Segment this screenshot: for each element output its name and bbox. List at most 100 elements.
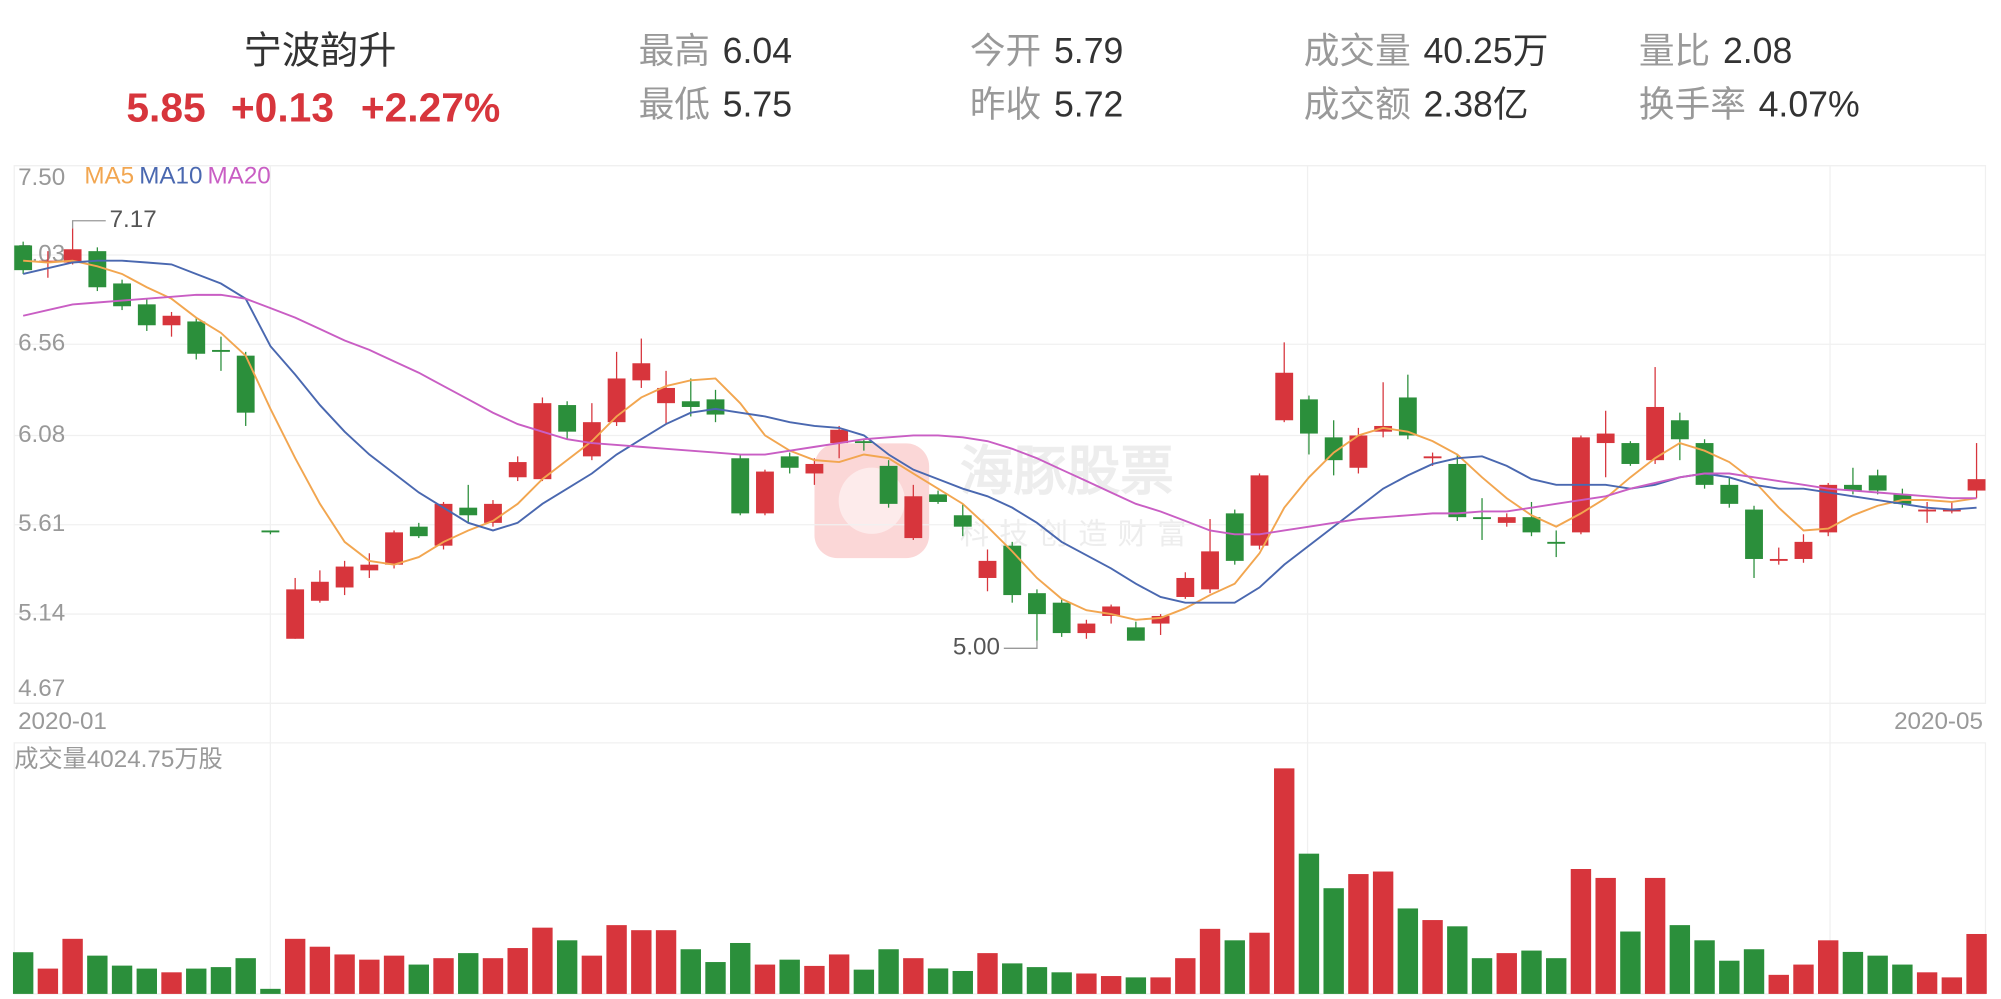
volume-bar (1842, 951, 1864, 994)
stat-label: 今开 (970, 31, 1041, 71)
candle-body (286, 589, 305, 639)
candle-body (1300, 399, 1318, 434)
candle-body (681, 401, 700, 407)
candle-body (1819, 484, 1838, 533)
volume-bar (878, 949, 899, 994)
candle-body (1151, 615, 1170, 624)
volume-bar (1966, 933, 1987, 994)
candle-body (1596, 433, 1615, 444)
volume-bar (1743, 949, 1765, 994)
candle-body (385, 532, 403, 565)
volume-bar (260, 988, 281, 994)
y-tick-label: 4.67 (18, 675, 65, 702)
volume-bar (1348, 874, 1369, 994)
candle-body (1769, 558, 1788, 561)
candle-body (1324, 437, 1343, 461)
volume-bar (1818, 940, 1839, 994)
volume-bar (1570, 869, 1592, 994)
legend-entry: MA5 (84, 163, 134, 190)
candle-body (1670, 420, 1689, 440)
candle-body (1868, 475, 1887, 491)
candle-body (830, 429, 849, 444)
volume-bar (1620, 931, 1641, 994)
volume-bar (1941, 977, 1963, 994)
volume-bar (1916, 972, 1938, 994)
stat-label: 量比 (1639, 31, 1710, 71)
volume-bar (1224, 940, 1245, 994)
candle-body (533, 403, 552, 480)
candle-body (1423, 456, 1442, 459)
candle-body (1126, 627, 1145, 641)
volume-bar (1372, 871, 1394, 994)
stat-label: 最高 (639, 31, 710, 71)
volume-bar (433, 958, 454, 994)
volume-bar (1892, 964, 1913, 994)
stat-label: 成交额 (1304, 84, 1411, 124)
volume-bar (606, 925, 627, 994)
candle-body (904, 496, 923, 539)
candle-body (1028, 593, 1046, 615)
volume-bar (37, 968, 59, 994)
volume-bar (186, 968, 207, 994)
candle-body (1077, 623, 1096, 634)
candle-body (582, 422, 601, 457)
annotation-leader (1003, 640, 1038, 649)
volume-bar (1521, 950, 1542, 994)
candle-body (1522, 517, 1541, 533)
volume-bar (1768, 974, 1789, 994)
candle-body (854, 441, 873, 444)
volume-bar (1422, 920, 1443, 994)
volume-panel (13, 742, 1987, 995)
volume-bar (1447, 926, 1468, 994)
volume-bar (1002, 963, 1023, 994)
candle-body (706, 399, 725, 415)
price-change: +0.13 (231, 85, 334, 131)
volume-bar (804, 965, 825, 994)
candle-body (1052, 602, 1071, 634)
annotation-label: 7.17 (110, 206, 157, 233)
stat-label: 成交量 (1304, 31, 1411, 71)
volume-bar (1051, 972, 1072, 994)
candle-body (1547, 541, 1566, 544)
volume-bar (408, 964, 429, 994)
volume-bar (655, 930, 677, 994)
stat-value: 6.04 (723, 31, 792, 71)
volume-bar (1397, 908, 1419, 994)
candle-body (335, 566, 354, 588)
volume-bar (458, 953, 479, 994)
volume-bar (1644, 877, 1666, 994)
volume-bar (1669, 925, 1691, 994)
candle-body (731, 458, 750, 514)
candle-body (1745, 509, 1763, 559)
volume-bar (87, 955, 108, 994)
candle-body (1003, 545, 1022, 596)
volume-bar (1323, 888, 1344, 994)
volume-bar (210, 967, 232, 994)
volume-bar (1793, 964, 1814, 994)
candle-body (1621, 443, 1640, 464)
volume-label: 成交量4024.75万股 (14, 746, 223, 773)
legend-entry: MA10 (139, 163, 202, 190)
volume-bar (309, 946, 331, 994)
volume-bar (482, 958, 504, 994)
candle-body (187, 321, 206, 354)
y-tick-label: 5.14 (18, 599, 65, 626)
candle-body (14, 245, 33, 271)
volume-bar (1719, 960, 1740, 994)
candle-body (558, 405, 577, 432)
volume-bar (1274, 768, 1295, 994)
volume-bar (334, 954, 355, 994)
candle-body (1473, 517, 1491, 520)
candle-body (212, 349, 230, 352)
candle-body (113, 283, 131, 307)
candle-body (756, 471, 774, 514)
volume-bar (779, 959, 800, 994)
volume-bar (1298, 853, 1320, 994)
volume-bar (754, 964, 776, 994)
candle-body (1497, 517, 1516, 523)
volume-bar (977, 953, 998, 994)
candle-body (805, 463, 824, 474)
volume-bar (1595, 877, 1616, 994)
